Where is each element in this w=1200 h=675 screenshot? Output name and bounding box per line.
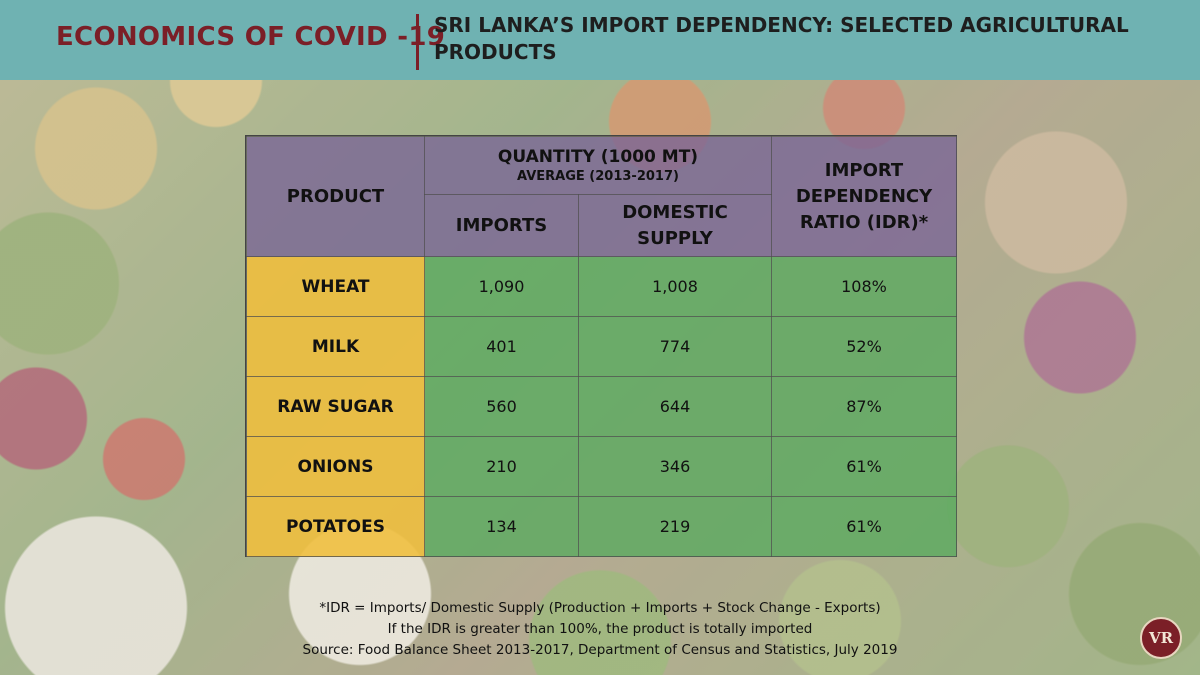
idr-cell: 52% [771, 316, 957, 377]
data-table: PRODUCT QUANTITY (1000 MT) AVERAGE (2013… [246, 136, 957, 557]
table-row: MILK 401 774 52% [246, 316, 957, 377]
header-quantity-label: QUANTITY (1000 MT) [497, 147, 699, 167]
footnote-note: If the IDR is greater than 100%, the pro… [387, 621, 813, 637]
product-cell: RAW SUGAR [246, 376, 425, 437]
header-divider [416, 14, 419, 70]
series-title: ECONOMICS OF COVID -19 [56, 22, 446, 52]
header-quantity-subtitle: AVERAGE (2013-2017) [517, 169, 679, 184]
header-band: ECONOMICS OF COVID -19 SRI LANKA’S IMPOR… [0, 0, 1200, 80]
imports-cell: 210 [424, 436, 579, 497]
domestic-supply-cell: 644 [578, 376, 772, 437]
imports-cell: 560 [424, 376, 579, 437]
product-cell: MILK [246, 316, 425, 377]
footnote: *IDR = Imports/ Domestic Supply (Product… [200, 598, 1000, 661]
table-row: ONIONS 210 346 61% [246, 436, 957, 497]
product-cell: WHEAT [246, 256, 425, 317]
header-quantity: QUANTITY (1000 MT) AVERAGE (2013-2017) [424, 136, 772, 195]
table-row: RAW SUGAR 560 644 87% [246, 376, 957, 437]
product-cell: ONIONS [246, 436, 425, 497]
footnote-source: Source: Food Balance Sheet 2013-2017, De… [302, 642, 898, 658]
footnote-definition: *IDR = Imports/ Domestic Supply (Product… [319, 600, 881, 616]
imports-cell: 401 [424, 316, 579, 377]
page-title: SRI LANKA’S IMPORT DEPENDENCY: SELECTED … [434, 13, 1129, 64]
import-dependency-table: PRODUCT QUANTITY (1000 MT) AVERAGE (2013… [245, 135, 957, 557]
idr-cell: 61% [771, 496, 957, 557]
header-domestic-supply: DOMESTIC SUPPLY [578, 194, 772, 257]
imports-cell: 134 [424, 496, 579, 557]
idr-cell: 61% [771, 436, 957, 497]
idr-cell: 87% [771, 376, 957, 437]
idr-cell: 108% [771, 256, 957, 317]
table-row: POTATOES 134 219 61% [246, 496, 957, 557]
domestic-supply-cell: 346 [578, 436, 772, 497]
domestic-supply-cell: 774 [578, 316, 772, 377]
header-imports: IMPORTS [424, 194, 579, 257]
brand-logo-icon: VR [1140, 617, 1182, 659]
product-cell: POTATOES [246, 496, 425, 557]
header-product: PRODUCT [246, 136, 425, 257]
domestic-supply-cell: 1,008 [578, 256, 772, 317]
domestic-supply-cell: 219 [578, 496, 772, 557]
imports-cell: 1,090 [424, 256, 579, 317]
table-row: WHEAT 1,090 1,008 108% [246, 256, 957, 317]
header-idr: IMPORT DEPENDENCY RATIO (IDR)* [771, 136, 957, 257]
